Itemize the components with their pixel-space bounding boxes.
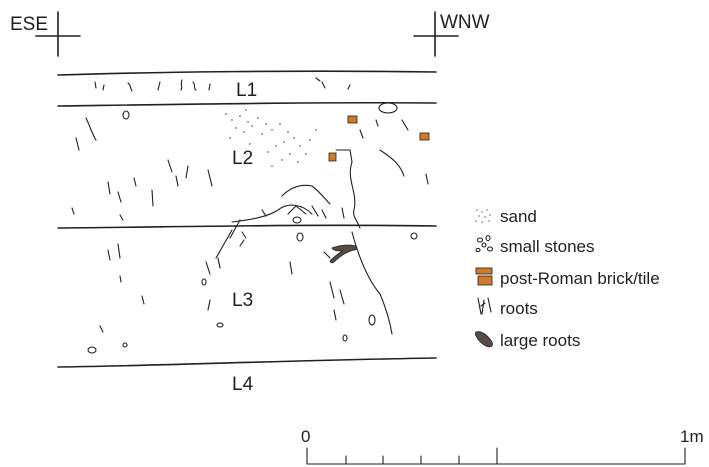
brick-fragments	[328, 115, 430, 162]
large-roots-icon	[474, 331, 493, 348]
legend-label-roots: roots	[500, 299, 538, 318]
boundary-line-l1-l2	[57, 101, 437, 107]
layer-label-l2: L2	[232, 148, 253, 169]
small-stones-icon	[475, 234, 494, 253]
l1-inclusions	[94, 77, 351, 92]
boundary-line-top	[57, 70, 437, 76]
legend-label-small-stones: small stones	[500, 237, 594, 256]
orientation-left-label: ESE	[10, 14, 48, 35]
legend-label-brick-tile: post-Roman brick/tile	[500, 269, 660, 288]
boundary-line-l2-l3	[57, 224, 437, 229]
ese-marker	[35, 11, 81, 57]
legend-label-sand: sand	[500, 207, 537, 226]
l2-inclusions	[71, 102, 429, 239]
scale-end-label: 1m	[680, 427, 704, 446]
legend: sand small stones post-Roman brick/tile …	[474, 207, 660, 350]
scale-start-label: 0	[301, 427, 310, 446]
boundary-line-l3-l4	[57, 357, 437, 368]
layer-label-l4: L4	[232, 374, 254, 395]
l3-inclusions	[87, 229, 418, 354]
l2-sand-stipple	[225, 109, 317, 167]
legend-label-large-roots: large roots	[500, 331, 580, 350]
large-root-shape	[329, 244, 358, 264]
roots-icon	[477, 297, 492, 315]
sand-icon	[475, 209, 491, 223]
wnw-marker	[413, 11, 459, 57]
orientation-right-label: WNW	[440, 12, 490, 33]
brick-tile-icon	[475, 267, 493, 286]
layer-label-l3: L3	[232, 290, 253, 311]
scale-bar	[306, 447, 686, 465]
layer-label-l1: L1	[236, 80, 257, 101]
